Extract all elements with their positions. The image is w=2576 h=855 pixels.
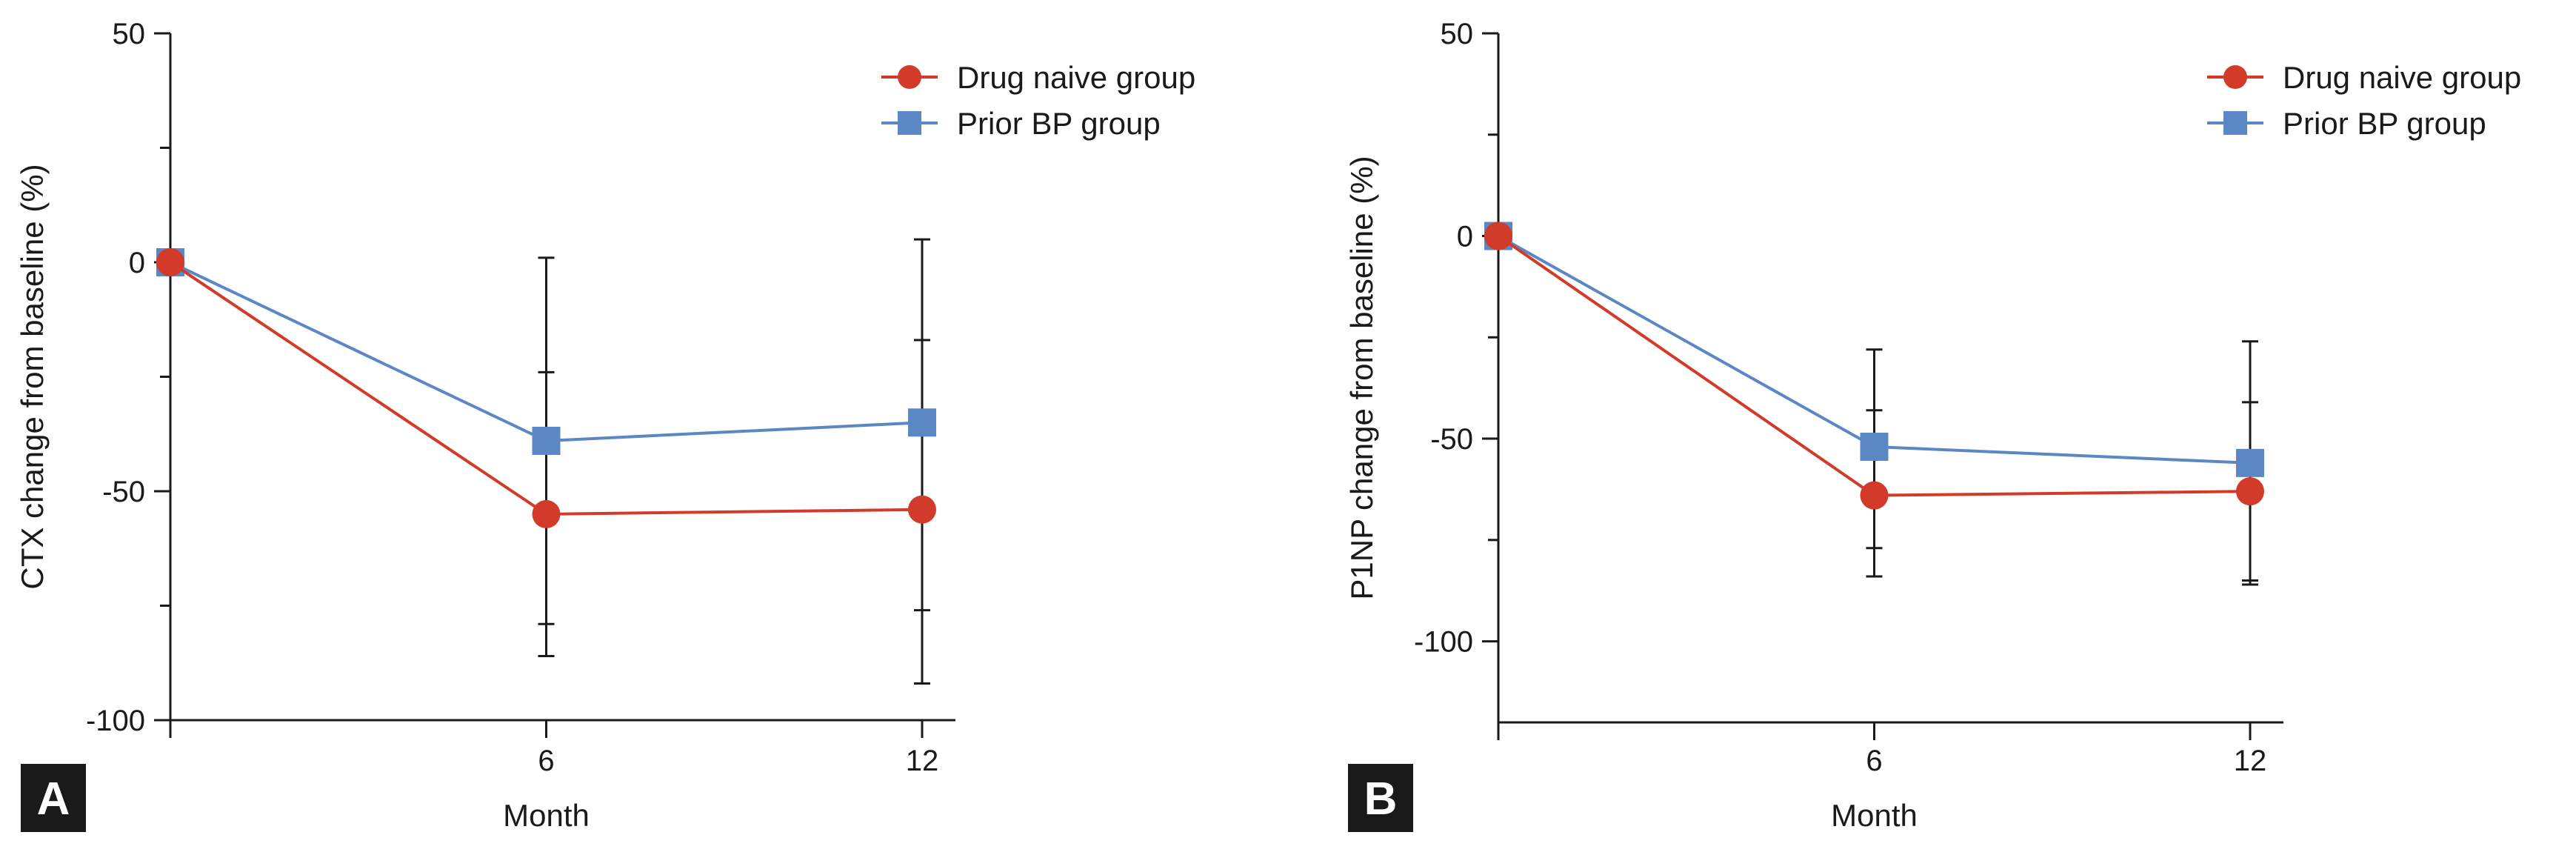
x-tick-label: 6 [1866,745,1882,777]
panel-letter: A [37,774,70,825]
y-tick-label: 50 [1441,18,1474,50]
y-tick-label: 50 [113,18,146,50]
data-point-prior-bp [532,427,561,456]
chart-panel-b: 50 0 -50 -100 6 12 Month P1NP change from basel… [1344,18,2521,833]
chart-panel-a: 50 0 -50 -100 6 12 Month CTX change from baseli… [15,18,1195,833]
legend-marker-square [898,111,921,135]
x-axis-label: Month [503,798,590,833]
data-point-drug-naive [908,495,936,524]
y-axis-label: CTX change from baseline (%) [15,164,50,589]
data-point-drug-naive [1860,481,1889,510]
legend-entry: Prior BP group [2207,106,2486,141]
legend-marker-circle [2223,65,2247,89]
y-tick-label: 0 [129,247,145,279]
data-point-drug-naive [1484,222,1512,250]
data-point-prior-bp [2236,448,2264,477]
y-axis-label: P1NP change from baseline (%) [1344,156,1379,599]
legend-label: Prior BP group [2283,106,2486,141]
x-tick-label: 12 [906,745,939,777]
panel-letter: B [1364,774,1398,825]
y-tick-label: -50 [102,476,145,508]
legend-entry: Drug naive group [2207,60,2521,95]
legend-entry: Prior BP group [881,106,1161,141]
legend-label: Drug naive group [2283,60,2521,95]
x-tick-label: 12 [2234,745,2267,777]
x-tick-label: 6 [538,745,554,777]
legend-marker-square [2223,111,2247,135]
y-tick-label: -100 [86,705,145,737]
data-point-drug-naive [156,248,184,276]
data-point-drug-naive [532,499,561,528]
panel-badge [21,764,86,832]
y-tick-label: -50 [1430,423,1473,456]
chart-panels: 50 0 -50 -100 6 12 Month CTX change from baseli… [15,18,2521,833]
y-tick-label: -100 [1414,626,1473,659]
data-point-prior-bp [1860,433,1889,461]
panel-badge [1348,764,1413,832]
legend-label: Prior BP group [957,106,1161,141]
legend-label: Drug naive group [957,60,1195,95]
legend-entry: Drug naive group [881,60,1195,95]
data-point-drug-naive [2236,477,2264,506]
x-axis-label: Month [1831,798,1918,833]
legend-marker-circle [898,65,921,89]
data-point-prior-bp [908,408,936,437]
y-tick-label: 0 [1457,221,1473,253]
